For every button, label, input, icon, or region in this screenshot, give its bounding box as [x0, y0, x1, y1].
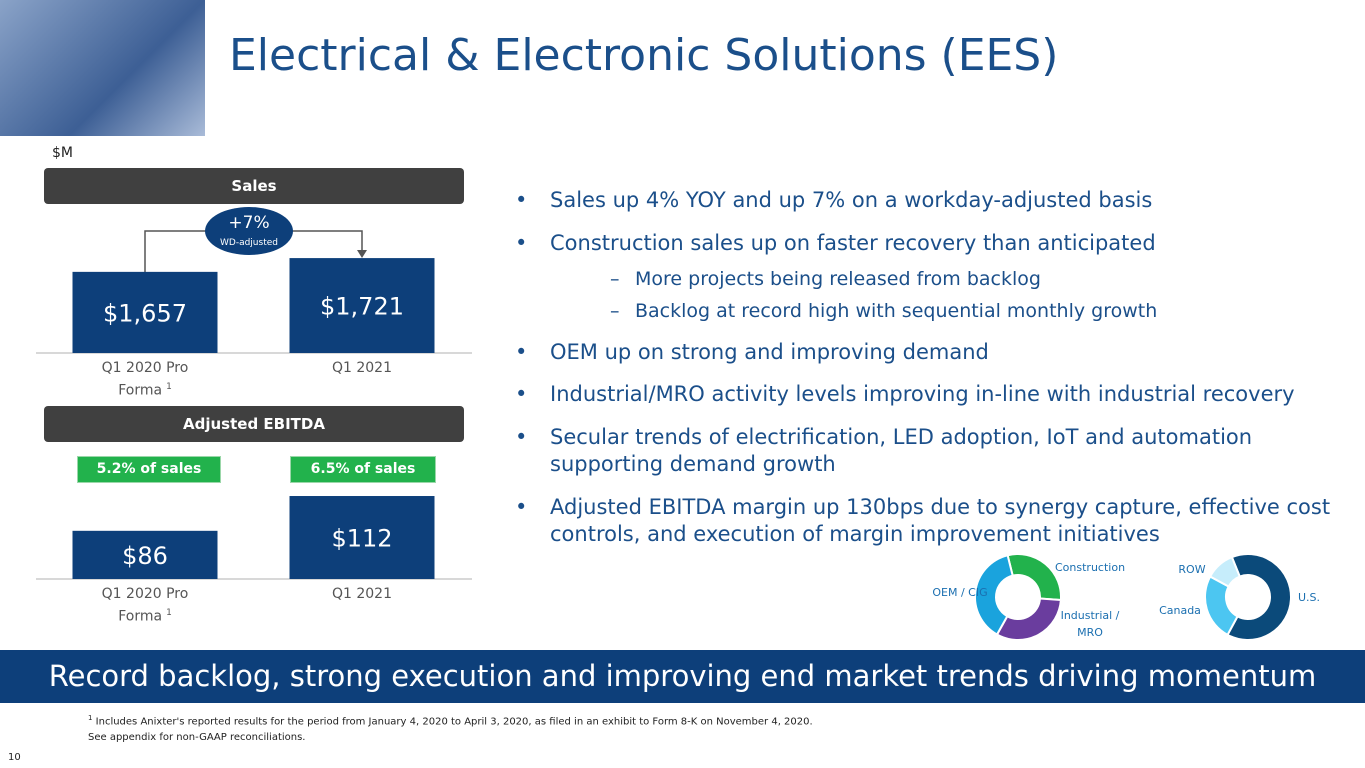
growth-badge	[205, 207, 293, 255]
footnote: 1 Includes Anixter's reported results fo…	[88, 714, 813, 727]
bullet: More projects being released from backlo…	[610, 266, 1325, 293]
donut-slice	[1208, 555, 1242, 588]
slice-label: Construction	[1055, 561, 1126, 574]
category-text: Q1 2021	[331, 360, 392, 376]
value-label: $86	[122, 542, 168, 570]
footnote-mark: 1	[166, 608, 172, 618]
category-text: Q1 2020 Pro Forma	[101, 360, 189, 399]
x-tick-label: Q1 2020 Pro Forma 1	[90, 359, 200, 401]
chart-title: Adjusted EBITDA	[44, 406, 464, 442]
footnote-mark: 1	[166, 382, 172, 392]
bar	[72, 271, 218, 353]
bar	[289, 258, 435, 353]
bullet: Sales up 4% YOY and up 7% on a workday-a…	[515, 187, 1340, 214]
value-label: $112	[331, 525, 392, 553]
donut-slice	[974, 554, 1014, 636]
arrow-head	[357, 250, 367, 258]
x-tick-label: Q1 2021	[307, 359, 417, 378]
chart-title: Sales	[44, 168, 464, 204]
slice-label: OEM / CIG	[932, 586, 988, 599]
bullet: Construction sales up on faster recovery…	[515, 230, 1340, 257]
slide-title: Electrical & Electronic Solutions (EES)	[229, 30, 1059, 81]
donut-slice	[1006, 553, 1062, 602]
category-text: Q1 2021	[331, 586, 392, 602]
slice-label: ROW	[1178, 563, 1206, 576]
growth-label: +7%	[228, 213, 269, 233]
bullet: OEM up on strong and improving demand	[515, 339, 1340, 366]
category-text: Q1 2020 Pro Forma	[101, 586, 189, 625]
header-photo	[0, 0, 205, 136]
slice-label: Industrial / MRO	[1060, 609, 1120, 639]
value-label: $1,721	[320, 293, 404, 321]
growth-sublabel: WD-adjusted	[220, 238, 278, 248]
slice-label: Canada	[1159, 604, 1201, 617]
bullet: Adjusted EBITDA margin up 130bps due to …	[515, 494, 1340, 548]
unit-label: $M	[52, 145, 73, 161]
margin-label: 6.5% of sales	[290, 456, 436, 483]
bullet: Backlog at record high with sequential m…	[610, 298, 1325, 325]
footnote: See appendix for non-GAAP reconciliation…	[88, 732, 306, 743]
footnote-text: Includes Anixter's reported results for …	[95, 716, 813, 728]
donut-slice	[1226, 553, 1292, 641]
margin-label: 5.2% of sales	[77, 456, 221, 483]
page-number: 10	[8, 752, 21, 763]
bar	[72, 530, 218, 579]
slice-label: U.S.	[1298, 591, 1321, 604]
x-tick-label: Q1 2020 Pro Forma 1	[90, 585, 200, 627]
x-tick-label: Q1 2021	[307, 585, 417, 604]
footnote-mark: 1	[88, 714, 93, 722]
value-label: $1,657	[103, 299, 187, 327]
bullet: Secular trends of electrification, LED a…	[515, 424, 1340, 478]
banner: Record backlog, strong execution and imp…	[0, 650, 1365, 703]
bullet: Industrial/MRO activity levels improving…	[515, 381, 1340, 408]
bar	[289, 496, 435, 579]
